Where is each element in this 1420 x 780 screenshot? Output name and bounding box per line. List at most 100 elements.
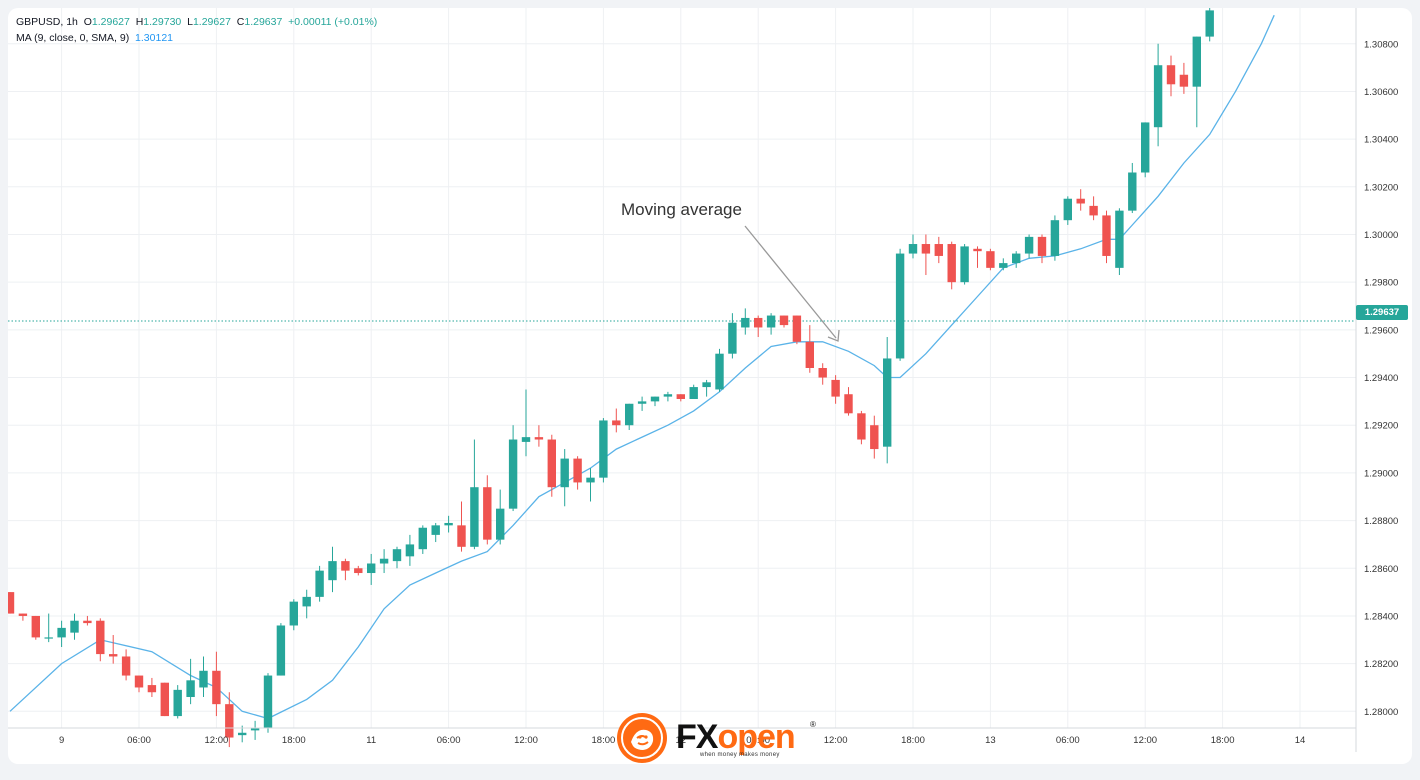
candle[interactable] xyxy=(1012,251,1021,268)
candle[interactable] xyxy=(315,565,324,602)
candle[interactable] xyxy=(1024,234,1034,259)
candle[interactable] xyxy=(792,315,802,345)
candle[interactable] xyxy=(831,375,840,404)
timeframe-label[interactable]: 1h xyxy=(66,16,78,28)
candle[interactable] xyxy=(844,387,853,416)
candle[interactable] xyxy=(1050,215,1060,261)
candle[interactable] xyxy=(405,534,415,566)
candle[interactable] xyxy=(444,515,453,533)
candle[interactable] xyxy=(895,248,905,361)
candle[interactable] xyxy=(908,234,918,259)
candle[interactable] xyxy=(1205,8,1214,42)
candle[interactable] xyxy=(702,379,711,397)
candle[interactable] xyxy=(276,623,286,676)
candle[interactable] xyxy=(818,363,827,385)
candle[interactable] xyxy=(367,553,376,585)
candle[interactable] xyxy=(534,425,544,447)
candle[interactable] xyxy=(676,394,685,402)
candle[interactable] xyxy=(96,618,105,662)
candle[interactable] xyxy=(379,549,389,574)
candle[interactable] xyxy=(186,658,195,705)
candle[interactable] xyxy=(663,391,673,402)
candle[interactable] xyxy=(883,337,892,464)
candle[interactable] xyxy=(586,468,595,502)
candle[interactable] xyxy=(1063,196,1072,225)
candle[interactable] xyxy=(637,396,647,411)
candle[interactable] xyxy=(934,236,943,264)
candle[interactable] xyxy=(1076,189,1085,211)
candle[interactable] xyxy=(999,258,1008,271)
candle[interactable] xyxy=(689,384,698,399)
candle[interactable] xyxy=(1141,122,1150,178)
candle[interactable] xyxy=(18,613,28,621)
candle[interactable] xyxy=(70,613,79,640)
candle[interactable] xyxy=(560,449,569,507)
x-tick-label: 9 xyxy=(59,735,64,746)
candle[interactable] xyxy=(1037,234,1047,264)
candle[interactable] xyxy=(341,558,350,581)
candle[interactable] xyxy=(1089,196,1098,221)
candle[interactable] xyxy=(1102,210,1111,264)
candle[interactable] xyxy=(921,234,931,276)
candle[interactable] xyxy=(199,656,208,698)
candle[interactable] xyxy=(160,682,169,717)
x-tick-label: 12:00 xyxy=(514,735,538,746)
candle[interactable] xyxy=(250,720,260,740)
candle[interactable] xyxy=(57,620,66,647)
candle[interactable] xyxy=(354,565,363,576)
candle[interactable] xyxy=(612,408,621,433)
candle[interactable] xyxy=(457,501,466,552)
candle[interactable] xyxy=(1128,162,1137,214)
candle[interactable] xyxy=(754,315,763,338)
candle[interactable] xyxy=(302,589,311,619)
candle[interactable] xyxy=(31,615,40,640)
candle[interactable] xyxy=(1115,208,1124,276)
candle[interactable] xyxy=(225,692,234,748)
candle[interactable] xyxy=(8,592,15,614)
candle[interactable] xyxy=(779,315,789,328)
candle[interactable] xyxy=(573,456,582,490)
candle[interactable] xyxy=(728,313,737,359)
candle[interactable] xyxy=(134,675,144,693)
candle[interactable] xyxy=(521,389,531,457)
candle[interactable] xyxy=(1192,36,1201,128)
candle[interactable] xyxy=(547,434,556,497)
candle[interactable] xyxy=(599,418,608,483)
symbol-label[interactable]: GBPUSD, xyxy=(16,16,64,28)
candle[interactable] xyxy=(431,522,440,543)
ma-legend[interactable]: MA (9, close, 0, SMA, 9) 1.30121 xyxy=(16,32,173,44)
candle[interactable] xyxy=(715,348,724,392)
candle[interactable] xyxy=(44,613,53,643)
annotation-arrow xyxy=(744,225,840,342)
candle[interactable] xyxy=(986,248,995,271)
candle[interactable] xyxy=(109,635,118,664)
candle[interactable] xyxy=(263,673,273,733)
candlestick-chart[interactable]: 1.28000 1.28200 1.28400 1.28600 1.28800 1.290… xyxy=(8,8,1412,764)
candle[interactable] xyxy=(870,415,879,459)
candle[interactable] xyxy=(1179,62,1189,94)
candle[interactable] xyxy=(766,313,776,335)
candle[interactable] xyxy=(121,649,131,681)
candle[interactable] xyxy=(805,325,814,373)
candle[interactable] xyxy=(470,439,479,550)
candle[interactable] xyxy=(173,685,182,719)
candle[interactable] xyxy=(418,525,427,554)
candle[interactable] xyxy=(496,489,505,545)
candle[interactable] xyxy=(328,546,337,593)
candle[interactable] xyxy=(147,677,157,698)
candle[interactable] xyxy=(508,425,518,512)
candle[interactable] xyxy=(973,246,982,268)
candle[interactable] xyxy=(289,599,298,631)
candle[interactable] xyxy=(947,241,956,290)
candle[interactable] xyxy=(212,651,221,717)
candle[interactable] xyxy=(1153,43,1163,147)
candle[interactable] xyxy=(83,615,92,626)
candle[interactable] xyxy=(650,396,660,407)
candle[interactable] xyxy=(1166,55,1176,97)
candle[interactable] xyxy=(741,308,750,335)
candle[interactable] xyxy=(625,403,634,430)
candle[interactable] xyxy=(960,244,969,285)
candle[interactable] xyxy=(392,546,402,569)
candle[interactable] xyxy=(483,475,492,545)
candle[interactable] xyxy=(857,410,866,445)
